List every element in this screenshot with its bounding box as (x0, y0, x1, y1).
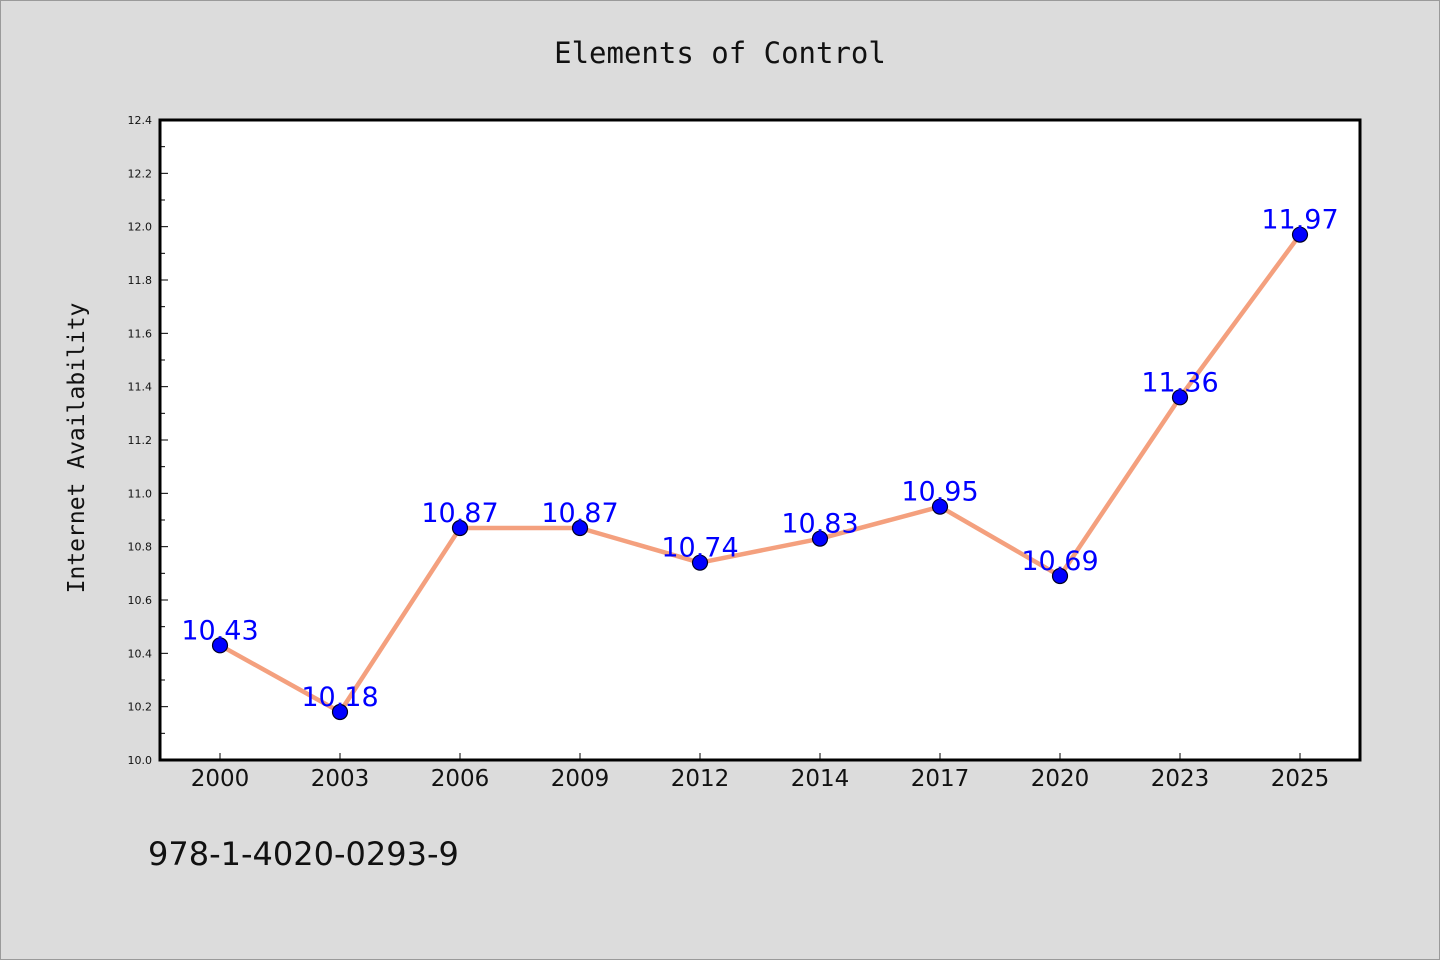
x-tick-label: 2000 (191, 766, 250, 792)
x-tick-label: 2017 (911, 766, 970, 792)
x-tick-label: 2014 (791, 766, 850, 792)
series-line-group (217, 232, 1303, 715)
y-tick-label: 11.2 (128, 434, 153, 447)
y-tick-label: 12.0 (128, 221, 153, 234)
data-label-2014: 10.83 (781, 509, 858, 540)
x-tick-label: 2023 (1151, 766, 1210, 792)
y-tick-label: 10.6 (128, 594, 153, 607)
isbn-text: 978-1-4020-0293-9 (148, 835, 459, 873)
markers-group (211, 226, 1309, 721)
data-label-2006: 10.87 (421, 498, 498, 529)
y-tick-label: 10.8 (128, 541, 153, 554)
x-axis: 2000 2003 2006 2009 2012 2014 2017 2020 2023 2025 (191, 753, 1330, 792)
x-tick-label: 2009 (551, 766, 610, 792)
x-tick-label: 2020 (1031, 766, 1090, 792)
data-label-2003: 10.18 (301, 682, 378, 713)
data-label-2017: 10.95 (901, 477, 978, 508)
y-tick-label: 10.0 (128, 754, 153, 767)
series-line (217, 232, 1303, 715)
data-point-2000 (211, 637, 229, 654)
y-tick-label: 11.4 (128, 381, 153, 394)
x-tick-label: 2006 (431, 766, 490, 792)
plot-area (158, 118, 1362, 762)
data-label-2025: 11.97 (1261, 205, 1338, 236)
x-tick-label: 2025 (1271, 766, 1330, 792)
y-tick-label: 10.2 (128, 701, 153, 714)
data-point-2009 (571, 519, 589, 537)
y-axis: 10.0 10.2 10.4 10.6 10.8 11.0 11.2 11.4 11.6 11.8… (128, 114, 168, 767)
y-tick-label: 12.2 (128, 167, 153, 180)
data-point-2025 (1291, 226, 1309, 243)
data-point-2014 (811, 530, 829, 547)
y-tick-label: 10.4 (128, 647, 153, 660)
y-tick-label: 11.6 (128, 327, 153, 340)
data-point-2003 (331, 703, 349, 721)
data-point-2017 (931, 498, 949, 515)
data-label-2000: 10.43 (181, 615, 258, 646)
data-label-2009: 10.87 (541, 498, 618, 529)
data-point-2012 (691, 554, 709, 571)
x-tick-label: 2003 (311, 766, 370, 792)
data-label-2020: 10.69 (1021, 546, 1098, 577)
data-point-2006 (451, 519, 469, 537)
data-point-2023 (1171, 389, 1189, 406)
y-axis-label: Internet Availability (64, 303, 90, 594)
data-label-2012: 10.74 (661, 533, 738, 564)
x-tick-label: 2012 (671, 766, 730, 792)
y-tick-label: 11.0 (128, 487, 153, 500)
y-tick-label: 12.4 (128, 114, 153, 127)
data-labels-group: 10.43 10.18 10.87 10.87 10.74 10.83 10.95 10.69… (181, 205, 1338, 713)
y-tick-label: 11.8 (128, 274, 153, 287)
data-label-2023: 11.36 (1141, 367, 1218, 398)
chart-title: Elements of Control (554, 36, 886, 70)
data-point-2020 (1051, 567, 1069, 585)
